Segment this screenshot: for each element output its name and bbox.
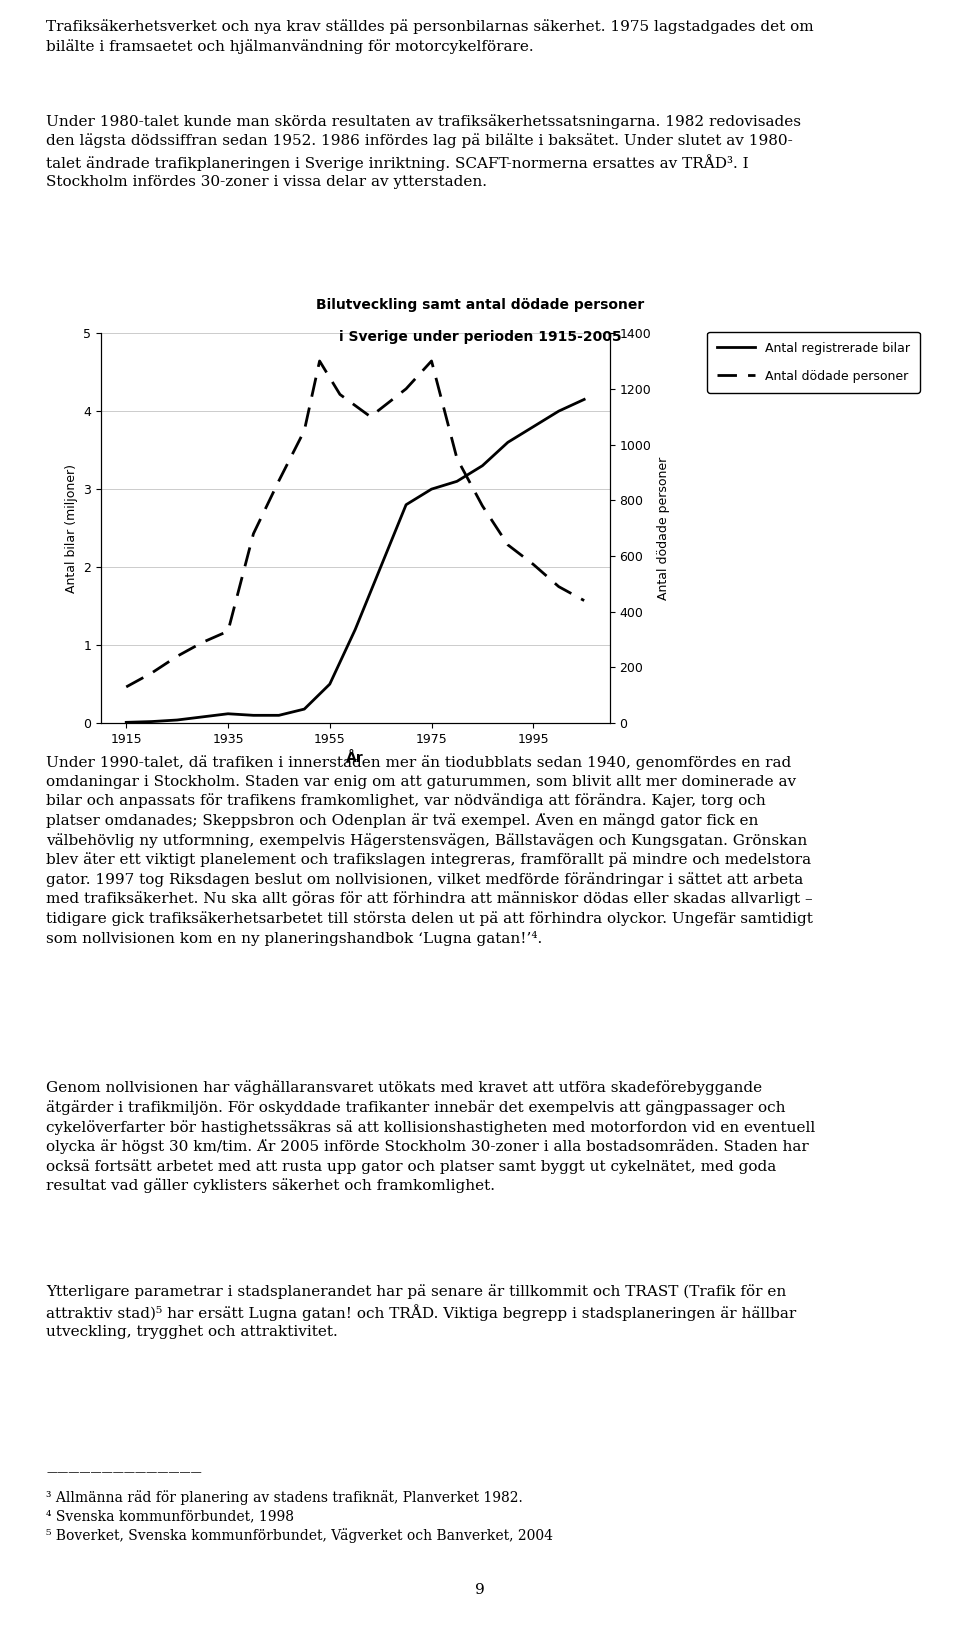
Text: Genom nollvisionen har väghällaransvaret utökats med kravet att utföra skadefo: Genom nollvisionen har väghällaransvar… [46,1081,815,1193]
Text: 9: 9 [475,1583,485,1597]
Text: Under 1980-talet kunde man skörda resultaten av trafiksäkerhetssatsningarna. 19: Under 1980-talet kunde man skörda result… [46,114,801,188]
Text: i Sverige under perioden 1915-2005: i Sverige under perioden 1915-2005 [339,330,621,344]
Text: Trafiksäkerhetsverket och nya krav ställdes pä personbilarnas säkerhet. 1975: Trafiksäkerhetsverket och nya krav stä… [46,20,814,54]
X-axis label: År: År [347,751,364,765]
Text: Ytterligare parametrar i stadsplanerandet har pä senare är tillkommit och TRAS: Ytterligare parametrar i stadsplanerande… [46,1284,797,1339]
Text: ³ Allmänna räd för planering av stadens trafiknät, Planverket 1982.
⁴ Svenska: ³ Allmänna räd för planering av staden… [46,1490,553,1544]
Text: ——————————————: —————————————— [46,1467,202,1477]
Y-axis label: Antal dödade personer: Antal dödade personer [657,457,670,600]
Legend: Antal registrerade bilar, Antal dödade personer: Antal registrerade bilar, Antal dödade p… [708,332,920,393]
Y-axis label: Antal bilar (miljoner): Antal bilar (miljoner) [64,463,78,593]
Text: Under 1990-talet, dä trafiken i innerstaden mer än tiodubblats sedan 1940, gen: Under 1990-talet, dä trafiken i innerst… [46,756,813,946]
Text: Bilutveckling samt antal dödade personer: Bilutveckling samt antal dödade personer [316,297,644,312]
